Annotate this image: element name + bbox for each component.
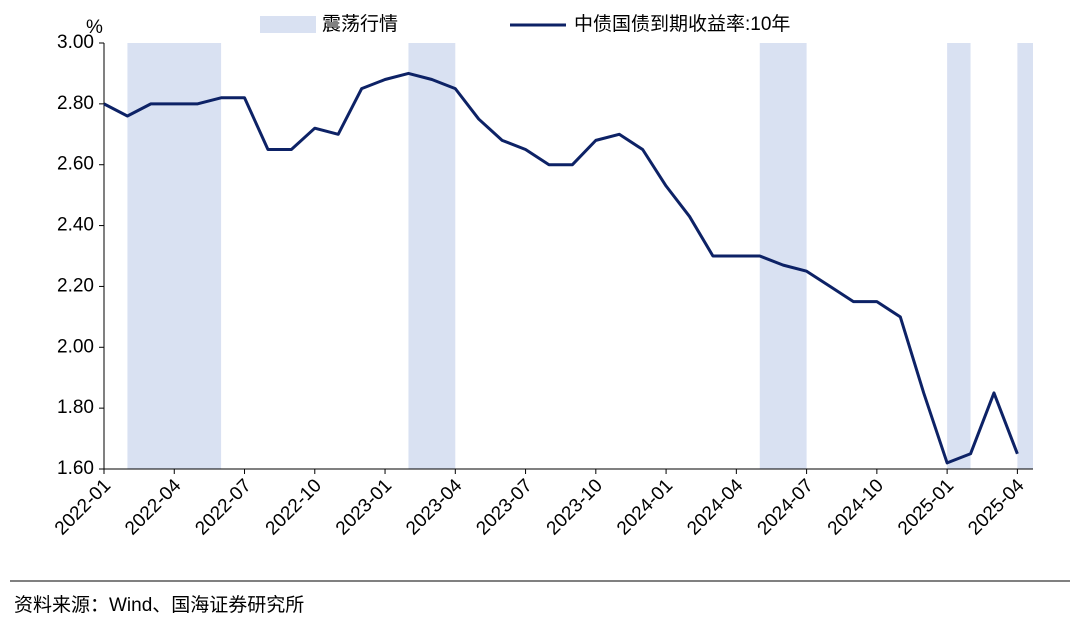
y-tick-label: 1.80 bbox=[57, 397, 94, 418]
x-tick-label: 2022-04 bbox=[121, 475, 185, 539]
y-unit: % bbox=[86, 17, 103, 38]
x-tick-label: 2023-04 bbox=[402, 475, 466, 539]
y-tick-label: 2.40 bbox=[57, 215, 94, 236]
x-tick-label: 2024-07 bbox=[754, 475, 818, 539]
x-tick-label: 2023-07 bbox=[472, 475, 536, 539]
series-line bbox=[103, 71, 1019, 465]
legend-swatch bbox=[260, 16, 316, 33]
legend-label: 震荡行情 bbox=[322, 13, 398, 35]
x-tick-label: 2022-01 bbox=[51, 475, 115, 539]
x-tick-label: 2022-07 bbox=[191, 475, 255, 539]
y-tick-label: 2.00 bbox=[57, 336, 94, 357]
band bbox=[759, 43, 807, 469]
y-tick-label: 1.60 bbox=[57, 458, 94, 479]
x-tick-label: 2024-01 bbox=[613, 475, 677, 539]
band bbox=[127, 43, 222, 469]
band bbox=[408, 43, 456, 469]
x-tick-label: 2023-10 bbox=[543, 475, 607, 539]
x-tick-label: 2023-01 bbox=[332, 475, 396, 539]
y-tick-label: 2.20 bbox=[57, 275, 94, 296]
x-tick-label: 2024-04 bbox=[683, 475, 747, 539]
y-tick-label: 3.00 bbox=[57, 32, 94, 53]
y-tick-label: 2.80 bbox=[57, 93, 94, 114]
legend-label: 中债国债到期收益率:10年 bbox=[574, 13, 790, 35]
y-tick-label: 2.60 bbox=[57, 154, 94, 175]
x-tick-label: 2022-10 bbox=[262, 475, 326, 539]
x-tick-label: 2024-10 bbox=[824, 475, 888, 539]
x-tick-label: 2025-01 bbox=[894, 475, 958, 539]
band bbox=[947, 43, 971, 469]
source: 资料来源：Wind、国海证券研究所 bbox=[14, 594, 304, 616]
band bbox=[1017, 43, 1033, 469]
x-tick-label: 2025-04 bbox=[964, 475, 1028, 539]
